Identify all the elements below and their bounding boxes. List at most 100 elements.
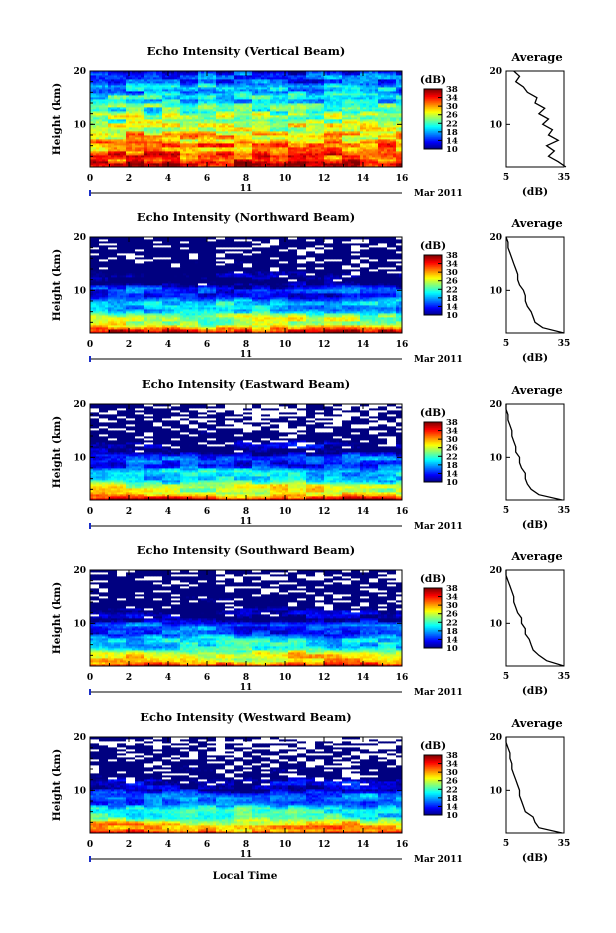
x-tick-label: 6 [204,840,210,850]
x-tick-label: 10 [279,340,292,350]
x-tick-label: 14 [357,174,370,184]
colorbar-tick-label: 22 [446,285,458,295]
x-tick-label: 14 [357,340,370,350]
panels: Echo Intensity (Vertical Beam) 0 2 4 6 8 10 12 1… [51,44,570,865]
profile-y-tick-label: 10 [489,120,502,130]
x-tick-label: 2 [126,340,132,350]
heatmap [90,737,402,833]
profile-x-tick-label: 35 [558,839,571,849]
colorbar-tick-label: 10 [446,644,458,654]
y-axis-label: Height (km) [51,416,63,488]
colorbar-tick-label: 14 [446,469,458,479]
profile-y-tick-label: 10 [489,619,502,629]
x-axis-label: Local Time [213,870,278,882]
colorbar-tick-label: 10 [446,311,458,321]
profile-y-tick-label: 20 [489,566,502,576]
x-tick-label: 14 [357,507,370,517]
profile-xlabel: (dB) [522,186,548,198]
colorbar-tick-label: 22 [446,785,458,795]
profile-xlabel: (dB) [522,352,548,364]
colorbar-tick-label: 38 [446,751,458,761]
profile-x-tick-label: 5 [503,173,509,183]
x-tick-label: 10 [279,840,292,850]
x-tick-label: 16 [396,340,409,350]
colorbar-tick-label: 30 [446,601,458,611]
colorbar-tick-label: 34 [446,760,458,770]
colorbar-tick-label: 30 [446,102,458,112]
date-day: 11 [240,184,253,194]
y-axis-label: Height (km) [51,749,63,821]
profile-y-tick-label: 20 [489,400,502,410]
colorbar-tick-label: 18 [446,294,458,304]
x-tick-label: 8 [243,174,249,184]
colorbar-tick-label: 34 [446,94,458,104]
x-tick-label: 0 [87,673,93,683]
heatmap [90,404,402,500]
profile-title: Average [510,716,562,730]
colorbar-tick-label: 14 [446,635,458,645]
y-axis-label: Height (km) [51,582,63,654]
profile-line [506,570,564,666]
profile-x-tick-label: 5 [503,339,509,349]
x-tick-label: 12 [318,673,331,683]
profile-y-tick-label: 10 [489,786,502,796]
colorbar-tick-label: 14 [446,302,458,312]
y-tick-label: 20 [73,733,86,743]
y-tick-label: 10 [73,453,86,463]
x-tick-label: 6 [204,174,210,184]
colorbar-tick-label: 10 [446,811,458,821]
x-tick-label: 10 [279,507,292,517]
x-tick-label: 8 [243,673,249,683]
profile-title: Average [510,216,562,230]
x-tick-label: 8 [243,340,249,350]
profile-line [514,71,566,167]
colorbar-unit: (dB) [420,740,446,752]
colorbar-tick-label: 22 [446,452,458,462]
colorbar-tick-label: 38 [446,85,458,95]
x-tick-label: 16 [396,673,409,683]
profile-y-tick-label: 20 [489,233,502,243]
y-tick-label: 10 [73,619,86,629]
profile-x-tick-label: 35 [558,506,571,516]
colorbar-tick-label: 22 [446,119,458,129]
x-tick-label: 4 [165,673,171,683]
profile-title: Average [510,549,562,563]
profile-x-tick-label: 5 [503,839,509,849]
heatmap [90,237,402,333]
colorbar-tick-label: 38 [446,584,458,594]
x-tick-label: 0 [87,340,93,350]
profile-line [506,404,562,500]
colorbar-unit: (dB) [420,407,446,419]
profile-title: Average [510,50,562,64]
y-tick-label: 10 [73,786,86,796]
colorbar-tick-label: 14 [446,802,458,812]
heatmap [90,570,402,666]
colorbar-tick-label: 14 [446,136,458,146]
date-month: Mar 2011 [414,355,463,365]
colorbar-tick-label: 18 [446,128,458,138]
y-axis-label: Height (km) [51,249,63,321]
colorbar-tick-label: 38 [446,418,458,428]
date-day: 11 [240,683,253,693]
x-tick-label: 0 [87,174,93,184]
colorbar-tick-label: 34 [446,427,458,437]
x-tick-label: 14 [357,673,370,683]
x-tick-label: 10 [279,174,292,184]
profile-frame [506,737,564,833]
x-tick-label: 16 [396,174,409,184]
profile-x-tick-label: 35 [558,672,571,682]
profile-x-tick-label: 35 [558,339,571,349]
x-tick-label: 12 [318,340,331,350]
colorbar-unit: (dB) [420,573,446,585]
panel-title: Echo Intensity (Vertical Beam) [147,44,346,58]
colorbar-tick-label: 30 [446,768,458,778]
x-tick-label: 16 [396,507,409,517]
y-tick-label: 20 [73,233,86,243]
colorbar-unit: (dB) [420,74,446,86]
date-month: Mar 2011 [414,522,463,532]
